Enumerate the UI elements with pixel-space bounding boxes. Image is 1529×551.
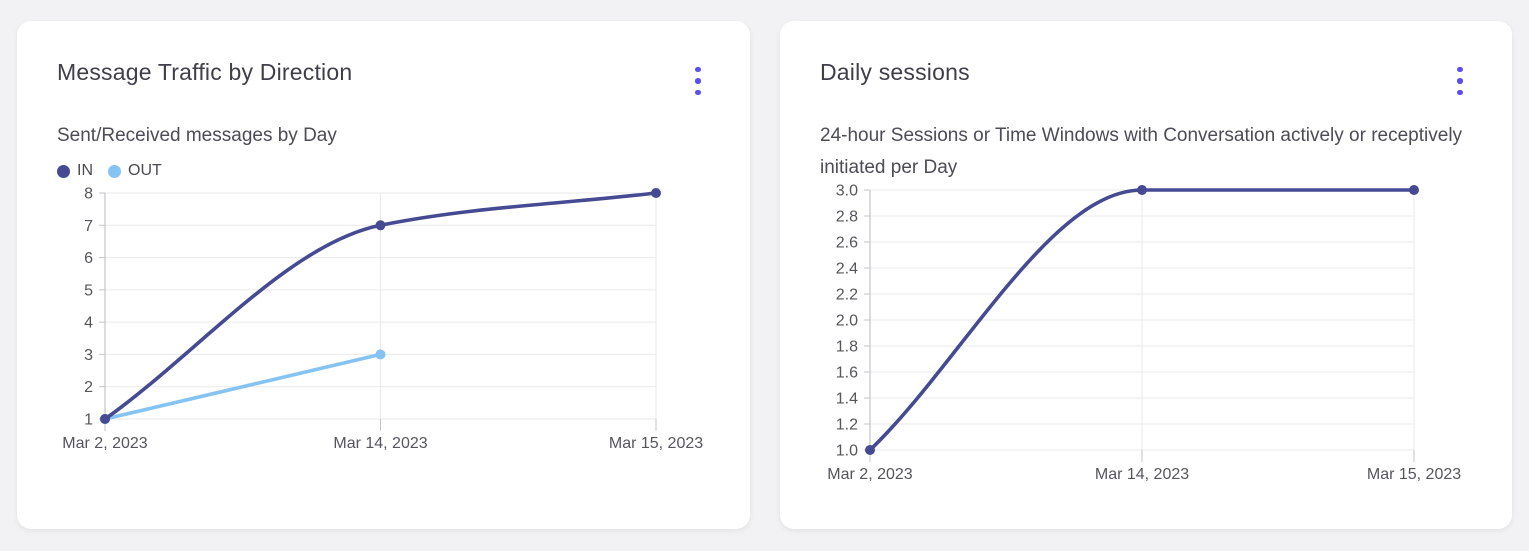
legend-item-out[interactable]: OUT xyxy=(108,162,162,180)
y-axis-tick-label: 1.6 xyxy=(836,365,858,382)
x-axis-tick-label: Mar 15, 2023 xyxy=(609,435,703,452)
x-axis-tick-label: Mar 2, 2023 xyxy=(827,466,912,483)
data-point xyxy=(375,349,386,360)
legend-item-in[interactable]: IN xyxy=(57,162,93,180)
daily-sessions-card: 1.0 1.2 1.4 1.6 1.8 2.0 2.2 2.4 2.6 2.8 3.0 Mar 2, … xyxy=(780,21,1512,529)
x-axis-tick-label: Mar 14, 2023 xyxy=(1095,466,1189,483)
chart-legend: IN OUT xyxy=(57,162,162,180)
y-axis-tick-label: 7 xyxy=(84,218,93,235)
data-point xyxy=(1137,185,1147,195)
card-title: Message Traffic by Direction xyxy=(57,59,353,85)
card-subtitle: Sent/Received messages by Day xyxy=(57,125,337,146)
legend-label: IN xyxy=(77,162,93,179)
y-axis-tick-label: 1.8 xyxy=(836,339,858,356)
y-axis-tick-label: 5 xyxy=(84,282,93,299)
y-axis-tick-label: 3 xyxy=(84,347,93,364)
y-axis-tick-label: 1.4 xyxy=(836,391,858,408)
line-series-daily-sessions xyxy=(868,188,1416,452)
data-point xyxy=(375,220,386,231)
y-axis-tick-label: 2.0 xyxy=(836,313,858,330)
legend-dot-in xyxy=(57,164,70,178)
data-point xyxy=(100,414,110,424)
y-axis-tick-label: 4 xyxy=(84,315,93,332)
card-subtitle: 24-hour Sessions or Time Windows with Co… xyxy=(820,125,1463,178)
x-axis-tick-label: Mar 14, 2023 xyxy=(333,435,427,452)
card-title: Daily sessions xyxy=(820,59,970,85)
y-axis-tick-label: 2 xyxy=(84,379,93,396)
y-axis-tick-label: 3.0 xyxy=(836,183,858,200)
data-point xyxy=(1409,185,1419,195)
y-axis-tick-label: 2.4 xyxy=(836,261,858,278)
line-series-out xyxy=(103,352,383,421)
data-point xyxy=(865,445,875,455)
y-axis-tick-label: 1.0 xyxy=(836,443,858,460)
card-menu-button[interactable] xyxy=(684,61,712,101)
x-axis-tick-label: Mar 2, 2023 xyxy=(62,435,147,452)
y-axis-tick-label: 2.8 xyxy=(836,209,858,226)
y-axis-tick-label: 1.2 xyxy=(836,417,858,434)
x-axis-tick-label: Mar 15, 2023 xyxy=(1367,466,1461,483)
y-axis-tick-label: 2.6 xyxy=(836,235,858,252)
message-traffic-chart: 1 2 3 4 5 6 7 8 Mar 2, 2023 Mar 14, 2023 Mar 15, 2… xyxy=(62,186,703,453)
y-axis-tick-label: 6 xyxy=(84,250,93,267)
y-axis-tick-label: 2.2 xyxy=(836,287,858,304)
y-axis-tick-label: 1 xyxy=(84,412,93,429)
legend-label: OUT xyxy=(128,162,162,179)
card-menu-button[interactable] xyxy=(1446,61,1474,101)
kebab-vertical-icon xyxy=(695,66,701,96)
message-traffic-card: 1 2 3 4 5 6 7 8 Mar 2, 2023 Mar 14, 2023 Mar 15, 2… xyxy=(17,21,750,529)
y-axis-tick-label: 8 xyxy=(84,186,93,203)
kebab-vertical-icon xyxy=(1457,66,1463,96)
legend-dot-out xyxy=(108,164,121,178)
data-point xyxy=(651,188,661,198)
daily-sessions-chart: 1.0 1.2 1.4 1.6 1.8 2.0 2.2 2.4 2.6 2.8 3.0 Mar 2, … xyxy=(827,183,1461,484)
